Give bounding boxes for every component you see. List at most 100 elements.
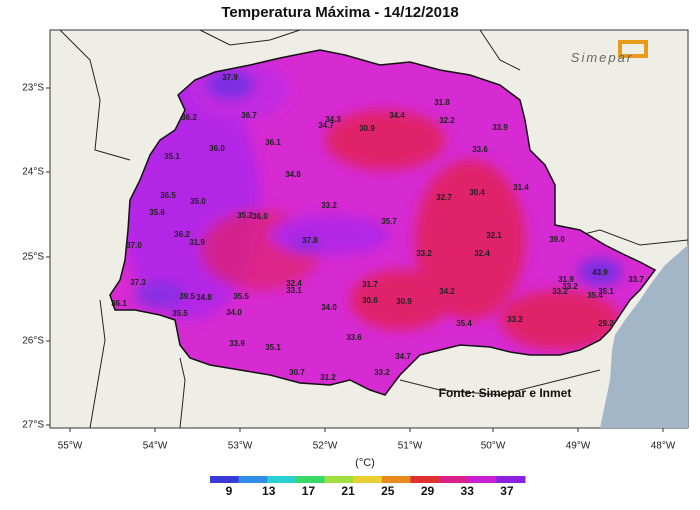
- colorbar-segment: [238, 476, 268, 483]
- station-value: 30.7: [289, 368, 305, 377]
- station-value: 34.7: [318, 121, 334, 130]
- station-value: 35.2: [237, 211, 253, 220]
- station-value: 33.2: [416, 249, 432, 258]
- lat-label: 25°S: [22, 252, 44, 263]
- station-value: 35.1: [598, 287, 614, 296]
- station-value: 33.2: [552, 287, 568, 296]
- station-value: 30.9: [396, 297, 412, 306]
- lon-label: 51°W: [398, 441, 423, 452]
- colorbar-label: 25: [381, 484, 395, 498]
- station-value: 33.2: [507, 315, 523, 324]
- logo: Simepar: [571, 40, 648, 65]
- station-value: 32.4: [286, 279, 302, 288]
- station-value: 35.5: [233, 292, 249, 301]
- station-value: 43.9: [592, 268, 608, 277]
- station-value: 34.3: [325, 115, 341, 124]
- logo-text: Simepar: [571, 50, 633, 65]
- station-value: 32.1: [486, 231, 502, 240]
- axes: 55°W 54°W 53°W 52°W 51°W 50°W 49°W 48°W 23°S 24°S…: [22, 83, 676, 452]
- station-value: 36.0: [209, 144, 225, 153]
- station-value: 33.6: [472, 145, 488, 154]
- station-value: 32.4: [474, 249, 490, 258]
- station-value: 30.4: [469, 188, 485, 197]
- colorbar-label: 37: [500, 484, 514, 498]
- station-value: 33.6: [346, 333, 362, 342]
- lat-label: 24°S: [22, 167, 44, 178]
- colorbar-label: 13: [262, 484, 276, 498]
- station-value: 32.2: [439, 116, 455, 125]
- colorbar-segment: [210, 476, 240, 483]
- station-value: 33.2: [562, 282, 578, 291]
- station-value: 33.2: [374, 368, 390, 377]
- state-borders: [59, 29, 689, 429]
- station-value: 36.2: [174, 230, 190, 239]
- station-value: 34.0: [226, 308, 242, 317]
- station-value: 34.8: [285, 170, 301, 179]
- colorbar-segment: [496, 476, 526, 483]
- station-value: 31.8: [434, 98, 450, 107]
- lon-label: 52°W: [313, 441, 338, 452]
- station-value: 34.7: [395, 352, 411, 361]
- station-value: 34.4: [389, 111, 405, 120]
- colorbar-label: 9: [226, 484, 233, 498]
- station-value: 36.0: [252, 212, 268, 221]
- station-value: 35.4: [456, 319, 472, 328]
- station-value: 36.1: [111, 299, 127, 308]
- colorbar-label: 21: [341, 484, 355, 498]
- colorbar-segment: [439, 476, 469, 483]
- colorbar: 9 13 17 21 25 29 33 37: [210, 476, 526, 498]
- station-value: 33.2: [321, 201, 337, 210]
- station-value: 37.3: [130, 278, 146, 287]
- colorbar-unit: (°C): [355, 457, 375, 469]
- station-value: 37.9: [222, 73, 238, 82]
- lon-label: 53°W: [228, 441, 253, 452]
- colorbar-label: 29: [421, 484, 435, 498]
- station-value: 30.9: [359, 124, 375, 133]
- station-value: 31.9: [189, 238, 205, 247]
- colorbar-segment: [381, 476, 411, 483]
- station-value: 31.2: [320, 373, 336, 382]
- station-value: 30.6: [362, 296, 378, 305]
- colorbar-label: 33: [461, 484, 475, 498]
- station-value: 35.7: [381, 217, 397, 226]
- colorbar-segment: [353, 476, 383, 483]
- stations: 37.936.2 36.7 34.334.7 30.934.431.832.233.9…: [111, 73, 644, 382]
- station-value: 36.1: [265, 138, 281, 147]
- station-value: 29.2: [598, 319, 614, 328]
- station-value: 35.0: [190, 197, 206, 206]
- lon-label: 50°W: [481, 441, 506, 452]
- station-value: 33.7: [628, 275, 644, 284]
- source: Fonte: Simepar e Inmet: [439, 386, 572, 400]
- station-value: 39.5: [179, 292, 195, 301]
- station-value: 37.0: [126, 241, 142, 250]
- lon-label: 55°W: [58, 441, 83, 452]
- colorbar-segment: [295, 476, 326, 483]
- station-value: 35.5: [172, 309, 188, 318]
- station-value: 35.6: [149, 208, 165, 217]
- station-value: 35.1: [164, 152, 180, 161]
- lon-label: 48°W: [651, 441, 676, 452]
- station-value: 33.1: [286, 286, 302, 295]
- lat-label: 26°S: [22, 336, 44, 347]
- logo-icon: [618, 40, 648, 58]
- station-value: 32.7: [436, 193, 452, 202]
- title: Temperatura Máxima - 14/12/2018: [221, 4, 458, 21]
- lat-label: 27°S: [22, 420, 44, 431]
- ocean: [600, 245, 688, 428]
- station-value: 31.9: [558, 275, 574, 284]
- station-value: 34.0: [321, 303, 337, 312]
- station-value: 33.9: [229, 339, 245, 348]
- lat-label: 23°S: [22, 83, 44, 94]
- colorbar-segment: [467, 476, 497, 483]
- station-value: 31.7: [362, 280, 378, 289]
- station-value: 31.4: [513, 183, 529, 192]
- station-value: 34.2: [439, 287, 455, 296]
- colorbar-segment: [267, 476, 297, 483]
- station-value: 33.9: [492, 123, 508, 132]
- colorbar-label: 17: [302, 484, 316, 498]
- colorbar-segment: [410, 476, 440, 483]
- lon-label: 54°W: [143, 441, 168, 452]
- station-value: 35.4: [587, 291, 603, 300]
- colorbar-segment: [324, 476, 354, 483]
